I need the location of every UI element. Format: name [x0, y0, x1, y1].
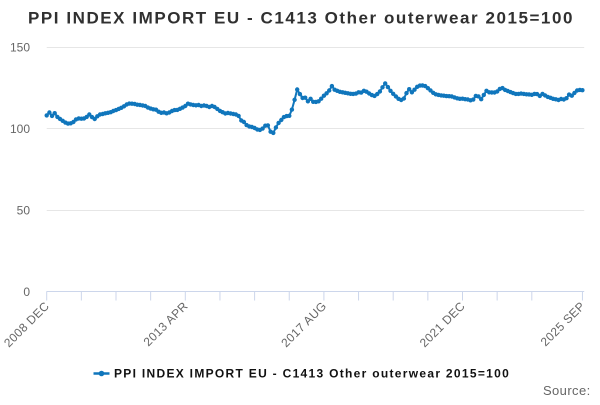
- svg-text:PPI INDEX IMPORT EU - C1413 Ot: PPI INDEX IMPORT EU - C1413 Other outerw…: [28, 9, 574, 28]
- svg-text:PPI INDEX IMPORT EU - C1413 Ot: PPI INDEX IMPORT EU - C1413 Other outerw…: [114, 367, 510, 381]
- svg-text:50: 50: [17, 203, 31, 217]
- svg-text:0: 0: [23, 285, 30, 299]
- svg-text:Source:: Source:: [543, 383, 591, 398]
- svg-text:100: 100: [10, 122, 30, 136]
- svg-text:150: 150: [10, 41, 30, 55]
